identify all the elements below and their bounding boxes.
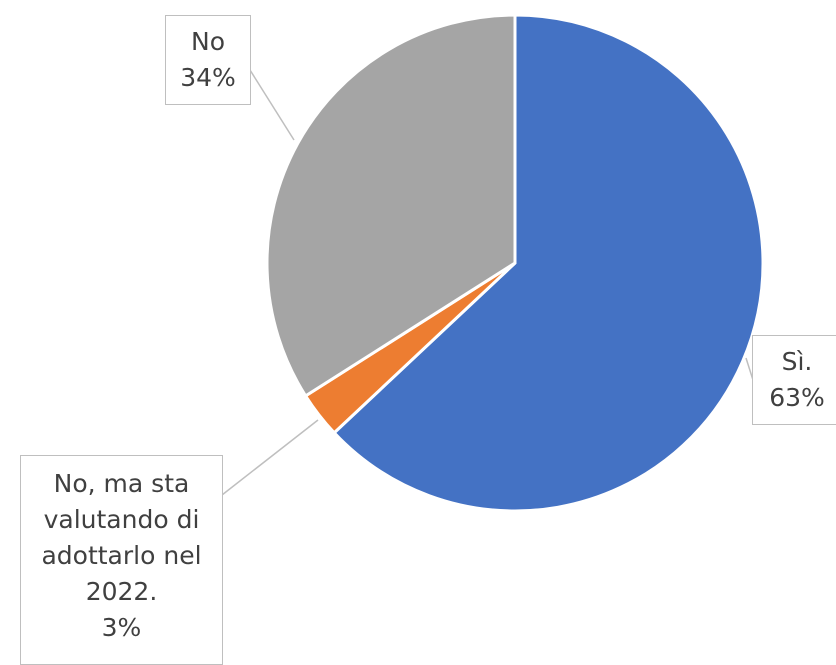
label-value: 3% bbox=[101, 613, 142, 642]
leader-line bbox=[221, 419, 319, 496]
label-category: Sì. bbox=[781, 347, 813, 376]
pie-slice bbox=[265, 13, 517, 398]
label-category: No, ma sta valutando di adottarlo nel 20… bbox=[41, 469, 202, 606]
data-label: Sì. 63% bbox=[752, 335, 836, 425]
slices bbox=[265, 13, 765, 513]
label-category: No bbox=[191, 27, 225, 56]
label-value: 34% bbox=[180, 63, 236, 92]
leader-line bbox=[249, 69, 295, 141]
pie-slice bbox=[332, 13, 765, 513]
data-label: No 34% bbox=[165, 15, 251, 105]
leader-line bbox=[745, 357, 754, 381]
data-label: No, ma sta valutando di adottarlo nel 20… bbox=[20, 455, 223, 665]
label-value: 63% bbox=[769, 383, 825, 412]
